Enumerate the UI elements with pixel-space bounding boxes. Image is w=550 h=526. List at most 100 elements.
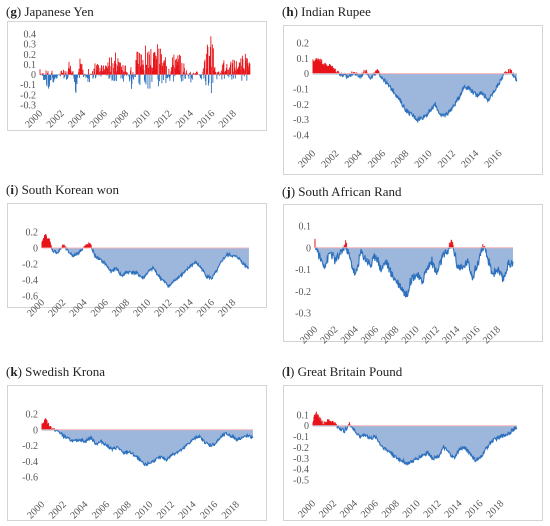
x-tick-label: 2014 [440, 324, 462, 346]
panel-title: (i) South Korean won [6, 182, 120, 197]
x-tick-label: 2012 [153, 297, 175, 319]
y-tick-label: 0 [306, 243, 311, 254]
x-tick-label: 2002 [317, 498, 339, 520]
panel-title: (h) Indian Rupee [282, 4, 371, 19]
y-tick-label: -0.1 [293, 432, 309, 443]
panel-title: (j) South African Rand [282, 184, 402, 199]
y-tick-label: 0 [304, 421, 309, 432]
x-tick-label: 2000 [23, 108, 45, 130]
y-tick-label: 0 [31, 70, 36, 81]
x-tick-label: 2008 [112, 499, 134, 521]
panel-south-korean-won: (i) South Korean won 0.2 0 -0.2 -0.4 -0.6 200… [6, 182, 268, 319]
y-tick-label: -0.3 [295, 309, 311, 320]
x-tick-label: 2016 [483, 148, 505, 170]
y-tick-label: 0.2 [297, 39, 310, 50]
x-tick-label: 2018 [481, 324, 503, 346]
x-tick-label: 2018 [484, 498, 506, 520]
x-tick-label: 2000 [296, 148, 318, 170]
x-tick-label: 2006 [90, 499, 112, 521]
y-tick-label: -0.2 [20, 90, 36, 101]
x-tick-label: 2008 [379, 324, 401, 346]
negative-area [313, 73, 517, 122]
y-tick-label: -0.1 [20, 80, 36, 91]
x-tick-label: 2004 [338, 498, 360, 520]
negative-area [315, 247, 513, 297]
y-tick-label: -0.2 [22, 260, 38, 271]
x-tick-label: 2016 [463, 498, 485, 520]
x-tick-label: 2012 [155, 499, 177, 521]
y-tick-label: -0.2 [295, 287, 311, 298]
x-tick-label: 2014 [459, 148, 481, 170]
negative-line [313, 424, 518, 466]
x-tick-label: 2008 [380, 498, 402, 520]
x-tick-label: 2002 [45, 108, 67, 130]
y-tick-label: -0.4 [22, 457, 38, 468]
y-tick-label: -0.1 [295, 265, 311, 276]
negative-area [313, 425, 517, 466]
x-tick-label: 2004 [66, 108, 88, 130]
y-tick-label: 0.2 [26, 228, 39, 239]
x-tick-label: 2004 [339, 324, 361, 346]
x-tick-label: 2012 [422, 498, 444, 520]
x-tick-label: 2018 [216, 297, 238, 319]
y-tick-label: 0 [33, 244, 38, 255]
x-tick-label: 2006 [88, 108, 110, 130]
y-tick-label: 0.2 [26, 410, 39, 421]
y-tick-label: 0.1 [24, 60, 37, 71]
negative-line [42, 428, 254, 467]
y-tick-label: -0.2 [293, 100, 309, 111]
x-tick-label: 2000 [25, 499, 47, 521]
y-tick-label: -0.4 [293, 465, 309, 476]
x-tick-label: 2018 [217, 108, 239, 130]
y-tick-label: -0.3 [293, 454, 309, 465]
panel-swedish-krona: (k) Swedish Krona 0.2 0 -0.2 -0.4 -0.6 2000 20… [6, 364, 268, 524]
y-tick-label: -0.6 [22, 292, 38, 303]
y-tick-label: 0.1 [299, 222, 312, 233]
y-tick-label: -0.2 [22, 441, 38, 452]
x-tick-label: 2000 [298, 324, 320, 346]
chart-swedish-krona: 0.2 0 -0.2 -0.4 -0.6 2000 2002 2004 2006 2008 2010… [22, 410, 254, 521]
x-tick-label: 2006 [359, 324, 381, 346]
x-tick-label: 2002 [319, 324, 341, 346]
x-tick-label: 2010 [133, 499, 155, 521]
panel-title: (g) Japanese Yen [6, 4, 94, 19]
y-tick-label: 0 [304, 69, 309, 80]
chart-great-britain-pound: 0.10-0.1-0.2-0.3-0.4-0.5 2000200220042006… [293, 410, 518, 520]
panel-title: (k) Swedish Krona [6, 364, 105, 379]
x-tick-label: 2010 [401, 498, 423, 520]
x-tick-label: 2006 [359, 498, 381, 520]
x-tick-label: 2010 [131, 297, 153, 319]
chart-south-african-rand: 0.1 0 -0.1 -0.2 -0.3 200020022004200620082010… [295, 222, 514, 346]
y-tick-label: 0.1 [297, 54, 310, 65]
x-tick-label: 2010 [131, 108, 153, 130]
y-tick-label: 0.4 [24, 30, 37, 41]
panel-title: (l) Great Britain Pound [282, 364, 403, 379]
x-tick-label: 2010 [413, 148, 435, 170]
negative-area [42, 248, 249, 287]
x-tick-label: 2008 [389, 148, 411, 170]
y-tick-label: -0.5 [293, 476, 309, 487]
x-tick-label: 2008 [109, 108, 131, 130]
y-tick-label: -0.4 [293, 131, 309, 142]
negative-area [42, 429, 253, 466]
x-tick-label: 2008 [110, 297, 132, 319]
x-tick-label: 2006 [366, 148, 388, 170]
y-tick-label: -0.3 [293, 115, 309, 126]
negative-line [42, 246, 250, 289]
x-tick-label: 2016 [198, 499, 220, 521]
x-tick-label: 2002 [319, 148, 341, 170]
panel-south-african-rand: (j) South African Rand 0.1 0 -0.1 -0.2 -0.3 2… [282, 184, 544, 346]
y-tick-label: 0.3 [24, 40, 37, 51]
negative-line [314, 247, 514, 298]
x-tick-label: 2014 [177, 499, 199, 521]
x-tick-label: 2002 [47, 499, 69, 521]
y-tick-label: -0.3 [20, 101, 36, 112]
x-tick-label: 2012 [420, 324, 442, 346]
y-tick-label: -0.2 [293, 443, 309, 454]
y-tick-label: 0 [33, 425, 38, 436]
x-tick-label: 2014 [174, 297, 196, 319]
x-tick-label: 2016 [461, 324, 483, 346]
